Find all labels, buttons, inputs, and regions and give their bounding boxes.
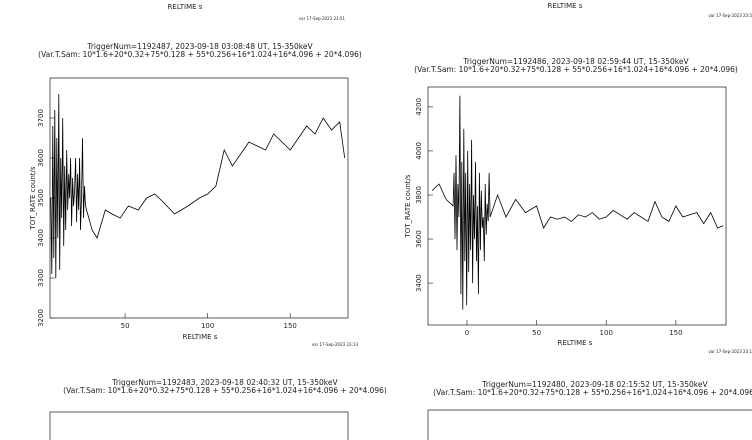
y-tick-label: 3300 (37, 269, 45, 287)
plot-frame (427, 409, 752, 440)
chart-title: TriggerNum=1192487, 2023-09-18 03:08:48 … (86, 42, 313, 51)
y-tick-label: 3600 (415, 230, 423, 248)
x-axis-label: RELTIME s (183, 333, 218, 341)
x-tick-label: 150 (669, 329, 682, 337)
footer-stamp: var 17-Sep-2023 23:5 (708, 13, 752, 18)
chart-subtitle: (Var.T.Sam: 10*1.6+20*0.32+75*0.128 + 55… (414, 65, 738, 74)
light-curve (50, 93, 346, 279)
y-tick-label: 3800 (415, 186, 423, 204)
x-tick-label: 50 (532, 329, 541, 337)
y-tick-label: 3600 (37, 149, 45, 167)
chart-title: TriggerNum=1192483, 2023-09-18 02:40:32 … (111, 378, 338, 387)
x-tick-label: 50 (121, 322, 130, 330)
x-axis-label: RELTIME s (548, 2, 583, 10)
chart-subtitle: (Var.T.Sam: 10*1.6+20*0.32+75*0.128 + 55… (433, 388, 752, 397)
y-tick-label: 4000 (415, 142, 423, 160)
y-tick-label: 3500 (37, 189, 45, 207)
footer-stamp: var 17-Sep-2023 23:13 (312, 342, 359, 347)
y-axis-label: TOT_RATE count/s (404, 174, 412, 238)
x-tick-label: 100 (201, 322, 214, 330)
x-tick-label: 100 (600, 329, 613, 337)
y-tick-label: 4200 (415, 98, 423, 116)
light-curve (431, 95, 724, 310)
y-tick-label: 3400 (415, 274, 423, 292)
x-tick-label: 150 (284, 322, 297, 330)
chart-subtitle: (Var.T.Sam: 10*1.6+20*0.32+75*0.128 + 55… (63, 386, 387, 395)
y-tick-label: 3400 (37, 229, 45, 247)
y-tick-label: 3700 (37, 109, 45, 127)
chart-subtitle: (Var.T.Sam: 10*1.6+20*0.32+75*0.128 + 55… (38, 50, 362, 59)
x-axis-label: RELTIME s (168, 3, 203, 11)
plot-frame (49, 411, 349, 440)
chart-title: TriggerNum=1192486, 2023-09-18 02:59:44 … (462, 57, 689, 66)
footer-stamp: var 17-Sep-2023 23:51 (299, 16, 346, 21)
x-tick-label: 0 (465, 329, 469, 337)
x-axis-label: RELTIME s (558, 339, 593, 347)
plot-frame (427, 86, 727, 326)
y-tick-label: 3200 (37, 309, 45, 327)
chart-title: TriggerNum=1192480, 2023-09-18 02:15:52 … (481, 380, 708, 389)
footer-stamp: var 17-Sep-2023 23:1 (708, 349, 752, 354)
y-axis-label: TOT_RATE count/s (29, 166, 37, 230)
